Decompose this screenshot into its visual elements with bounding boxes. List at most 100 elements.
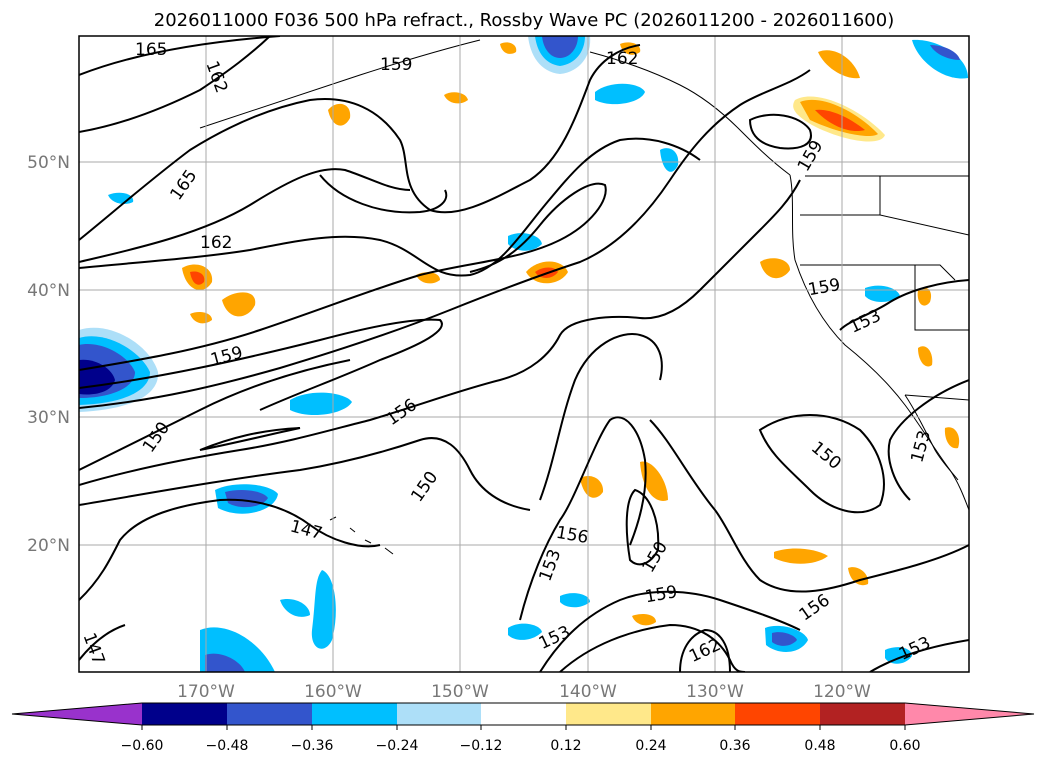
lon-label: 120°W xyxy=(813,682,871,702)
gridlines xyxy=(79,36,969,672)
contour-line xyxy=(79,44,641,241)
colorbar-segment xyxy=(227,703,312,725)
colorbar: −0.60 −0.48 −0.36 −0.24 −0.12 0.12 0.24 … xyxy=(11,702,1035,754)
colorbar-ticks: −0.60 −0.48 −0.36 −0.24 −0.12 0.12 0.24 … xyxy=(121,725,921,754)
map-frame xyxy=(78,35,970,673)
positive-anomaly xyxy=(444,92,468,104)
contour-line xyxy=(79,182,607,371)
positive-anomaly xyxy=(328,103,351,126)
colorbar-extend-low xyxy=(12,703,142,725)
coastlines xyxy=(199,39,969,555)
contour-line xyxy=(839,279,969,331)
colorbar-segment xyxy=(142,703,227,725)
lon-label: 160°W xyxy=(304,682,362,702)
colorbar-tick-label: 0.36 xyxy=(719,738,750,754)
colorbar-tick-label: −0.12 xyxy=(460,738,503,754)
positive-anomaly xyxy=(222,292,256,317)
contour-line xyxy=(748,113,812,150)
state-border xyxy=(800,264,956,281)
negative-anomaly xyxy=(311,570,336,649)
positive-anomaly xyxy=(580,475,604,498)
contour-label: 165 xyxy=(135,40,167,60)
lon-label: 170°W xyxy=(177,682,235,702)
colorbar-segment xyxy=(735,703,820,725)
negative-anomaly xyxy=(772,632,797,646)
lon-label: 150°W xyxy=(431,682,489,702)
negative-anomaly xyxy=(560,593,590,608)
positive-anomaly xyxy=(818,50,860,79)
colorbar-tick-label: 0.12 xyxy=(550,738,581,754)
negative-anomaly xyxy=(508,623,542,640)
positive-anomaly xyxy=(918,346,933,367)
state-border xyxy=(914,265,969,331)
contour-line xyxy=(679,628,731,672)
positive-anomaly xyxy=(848,567,869,586)
baja-coast xyxy=(904,394,959,481)
contour-label: 162 xyxy=(606,49,638,69)
contour-line xyxy=(539,333,663,501)
lat-label: 20°N xyxy=(27,536,70,556)
negative-anomaly xyxy=(595,83,645,105)
contour-line xyxy=(79,498,381,601)
positive-anomaly xyxy=(760,258,790,279)
contour-line xyxy=(79,36,281,76)
contour-line xyxy=(559,623,746,672)
map-background xyxy=(79,36,969,672)
colorbar-tick-label: −0.48 xyxy=(206,738,249,754)
colorbar-segment xyxy=(397,703,481,725)
figure-title: 2026011000 F036 500 hPa refract., Rossby… xyxy=(154,10,895,31)
positive-anomaly xyxy=(917,287,932,306)
lat-label: 50°N xyxy=(27,153,70,173)
contour-line xyxy=(79,624,126,661)
colorbar-tick-label: −0.60 xyxy=(121,738,164,754)
colorbar-segment xyxy=(820,703,905,725)
contour-line xyxy=(79,69,811,409)
contour-line xyxy=(869,639,969,672)
colorbar-tick-label: 0.48 xyxy=(804,738,835,754)
colorbar-segment xyxy=(566,703,651,725)
colorbar-segment xyxy=(312,703,397,725)
negative-anomaly xyxy=(660,148,679,172)
positive-anomaly xyxy=(815,109,865,132)
alaska-coast xyxy=(589,51,791,176)
contour-line xyxy=(79,36,271,133)
negative-anomaly xyxy=(205,653,245,672)
negative-anomaly xyxy=(280,599,310,617)
negative-anomaly xyxy=(912,39,968,79)
positive-anomaly xyxy=(190,271,205,285)
mexico-border xyxy=(904,394,969,401)
lon-label: 130°W xyxy=(686,682,744,702)
colorbar-tick-label: 0.24 xyxy=(635,738,666,754)
contour-line xyxy=(758,414,885,514)
contour-line xyxy=(649,419,969,593)
alaska-coast xyxy=(199,39,481,129)
lon-label: 140°W xyxy=(559,682,617,702)
contour-line xyxy=(79,359,351,471)
negative-anomaly xyxy=(885,647,912,664)
negative-anomaly xyxy=(542,36,578,58)
positive-anomaly xyxy=(944,427,960,449)
contour-line xyxy=(79,137,701,277)
positive-anomaly xyxy=(500,42,517,54)
colorbar-segment xyxy=(651,703,735,725)
contour-line xyxy=(199,427,301,451)
colorbar-extend-high xyxy=(905,703,1034,725)
map-panel: 165 162 159 162 165 162 159 159 156 150 … xyxy=(78,35,970,673)
contour-label: 159 xyxy=(380,55,412,75)
contour-label: 162 xyxy=(200,233,232,253)
contour-line xyxy=(79,437,531,511)
contour-line xyxy=(79,179,801,486)
shaded-anomalies xyxy=(79,36,968,672)
negative-anomaly xyxy=(930,45,960,60)
positive-anomaly xyxy=(774,548,828,564)
longitude-labels: 170°W 160°W 150°W 140°W 130°W 120°W xyxy=(177,682,871,702)
contour-line xyxy=(887,379,969,501)
contour-line xyxy=(319,174,448,214)
latitude-labels: 50°N 40°N 30°N 20°N xyxy=(27,153,70,556)
colorbar-segment xyxy=(481,703,566,725)
contour-line xyxy=(519,416,647,621)
contour-line xyxy=(539,590,801,672)
contour-line xyxy=(79,168,411,263)
positive-anomaly xyxy=(640,461,668,501)
